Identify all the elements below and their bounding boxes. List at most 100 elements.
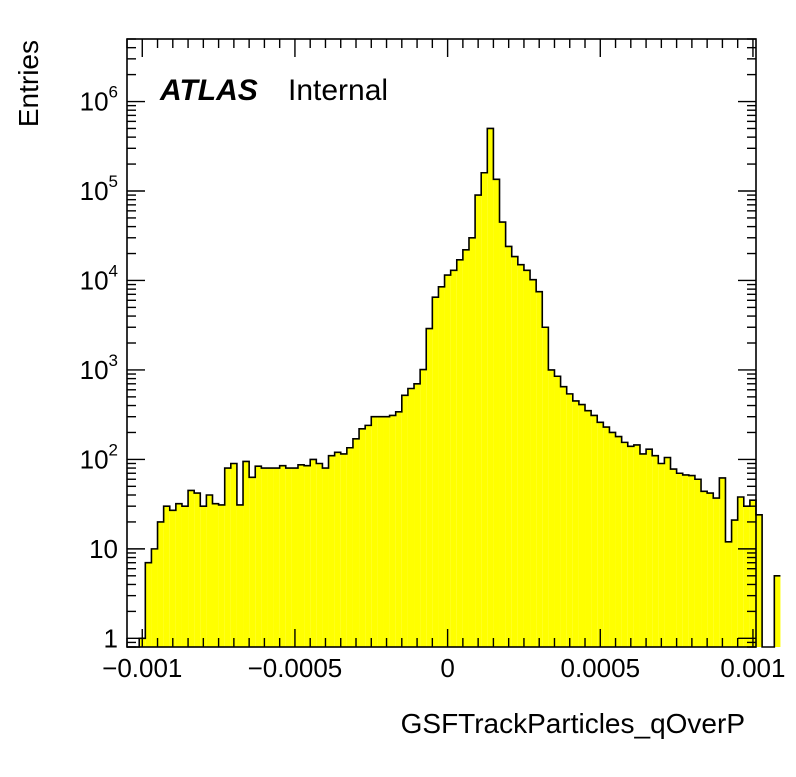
histogram-bar <box>646 449 653 647</box>
histogram-bar <box>719 477 726 647</box>
histogram-bar <box>633 444 640 647</box>
histogram-bar <box>603 427 610 647</box>
histogram-bar <box>157 521 164 647</box>
histogram-bar <box>310 459 317 647</box>
x-axis-title: GSFTrackParticles_qOverP <box>401 708 745 739</box>
histogram-bar <box>261 468 268 647</box>
histogram-bar <box>340 453 347 647</box>
histogram-bar <box>188 490 195 647</box>
histogram-bar <box>658 463 665 647</box>
histogram-bar <box>725 541 732 647</box>
histogram-bar <box>230 463 237 647</box>
histogram-bar <box>499 222 506 647</box>
histogram-bar <box>322 468 329 647</box>
x-tick-label: 0.001 <box>720 653 785 683</box>
histogram-bar <box>175 503 182 647</box>
histogram-bar <box>273 468 280 647</box>
histogram-bar <box>572 400 579 647</box>
histogram-bar <box>487 128 494 648</box>
x-tick-label: 0.0005 <box>561 653 641 683</box>
histogram-bar <box>462 249 469 647</box>
histogram-bar <box>511 256 518 647</box>
histogram-bar <box>682 474 689 647</box>
histogram-outline <box>127 127 781 648</box>
histogram-bar <box>407 388 415 647</box>
histogram-bar <box>756 514 763 647</box>
histogram-bar <box>676 473 683 647</box>
histogram-bar <box>444 275 451 647</box>
histogram-bar <box>688 475 695 647</box>
y-tick-label: 10 <box>89 534 118 564</box>
histogram-bar <box>664 457 671 647</box>
y-tick-label: 102 <box>80 440 118 474</box>
histogram-bar <box>670 469 677 647</box>
histogram-bar <box>505 246 512 647</box>
histogram-bar <box>523 270 531 647</box>
histogram-bar <box>713 498 720 647</box>
axis-ticks <box>126 38 756 648</box>
histogram-bar <box>731 520 738 647</box>
histogram-bar <box>359 428 366 647</box>
histogram-bar <box>200 506 207 647</box>
histogram-bar <box>181 506 189 647</box>
histogram-bar <box>163 506 170 647</box>
histogram-bar <box>236 504 244 647</box>
histogram-bar <box>749 500 756 647</box>
y-tick-label: 1 <box>104 623 118 653</box>
histogram-bar <box>169 510 176 647</box>
histogram-bar <box>694 479 702 647</box>
histogram-bar <box>352 438 360 647</box>
x-tick-labels: −0.001 −0.0005 0 0.0005 0.001 <box>102 653 785 683</box>
y-tick-label: 106 <box>80 83 118 117</box>
histogram-bar <box>639 453 647 647</box>
histogram-bar <box>737 496 744 647</box>
histogram-bar <box>346 447 353 647</box>
histogram-bar <box>194 493 201 647</box>
y-tick-labels: 1 10 102 103 104 105 106 <box>80 83 118 654</box>
histogram-bar <box>438 286 445 647</box>
histogram-bar <box>145 562 152 647</box>
histogram-bar <box>334 452 341 647</box>
x-tick-label: −0.001 <box>102 653 182 683</box>
histogram-bar <box>774 575 781 647</box>
histogram-bar <box>530 279 537 647</box>
histogram-bar <box>468 237 476 648</box>
histogram-bar <box>279 465 286 647</box>
histogram-bar <box>536 291 543 647</box>
histogram-bar <box>432 297 439 647</box>
histogram-bar <box>456 259 463 647</box>
histogram-bar <box>389 415 396 647</box>
histogram-bar <box>395 411 402 647</box>
histogram-bar <box>517 264 524 647</box>
histogram-bars <box>139 128 781 648</box>
histogram-bar <box>243 461 250 647</box>
histogram-bar <box>328 455 335 647</box>
histogram-bar <box>621 442 628 647</box>
histogram-bar <box>304 465 311 647</box>
histogram-bar <box>481 172 488 647</box>
x-tick-label: 0 <box>440 653 454 683</box>
histogram-bar <box>291 468 298 647</box>
histogram-bar <box>475 195 482 647</box>
atlas-label: ATLAS <box>159 74 258 107</box>
histogram-bar <box>420 369 427 647</box>
histogram-bar <box>743 506 750 647</box>
histogram-bar <box>542 327 549 647</box>
histogram-bar <box>206 495 213 647</box>
histogram-bar <box>383 416 390 647</box>
histogram-bar <box>585 410 592 647</box>
histogram-bar <box>652 455 659 647</box>
histogram-bar <box>591 415 598 647</box>
x-tick-label: −0.0005 <box>248 653 343 683</box>
histogram-bar <box>548 369 555 647</box>
histogram-bar <box>493 179 500 647</box>
internal-label: Internal <box>288 74 388 107</box>
histogram-bar <box>615 436 622 647</box>
histogram-bar <box>365 425 372 647</box>
y-axis-title: Entries <box>13 40 44 127</box>
histogram-bar <box>255 466 262 647</box>
y-tick-label: 105 <box>80 172 118 206</box>
histogram-bar <box>707 493 714 647</box>
histogram-bar <box>554 376 561 647</box>
